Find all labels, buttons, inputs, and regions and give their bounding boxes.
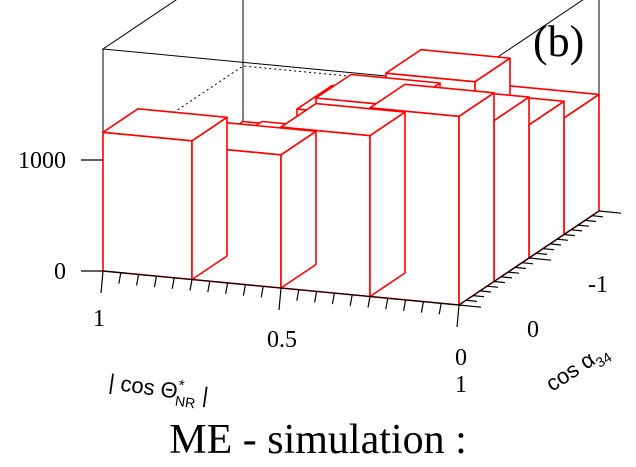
y-tick [535,252,548,255]
y-tick-label-1: 1 [455,372,467,398]
x-tick [314,291,318,303]
bar-right-face [280,130,317,289]
x-axis-label: | cos Θ*NR | [107,367,211,413]
bar-right-face [563,93,600,236]
x-tick [349,294,353,306]
x-tick [367,296,371,308]
y-tick [563,233,576,237]
x-tick [296,289,300,301]
bar-right-face [493,96,530,283]
bar-top-face [369,83,495,118]
y-tick [465,299,478,302]
y-tick [528,257,552,261]
bar-top-face [280,102,406,137]
y-tick [493,280,506,284]
y-tick [577,224,590,227]
y-tick [479,290,492,293]
x-tick [385,298,389,310]
x-tick [420,301,424,313]
bars [102,48,600,306]
y-tick-label-minus-1: -1 [588,272,608,298]
y-tick [472,295,485,298]
x-tick [456,304,460,328]
y-tick [514,266,527,270]
y-tick [598,210,622,214]
y-tick [556,238,569,241]
y-tick [549,243,562,246]
x-tick [331,292,335,305]
bar-right-face [369,111,406,298]
z-tick-label-1000: 1000 [18,148,66,174]
x-tick [260,286,264,298]
bar-right-face [458,92,495,306]
axes [81,159,622,328]
bar-0-0 [102,108,228,281]
y-tick [507,271,520,274]
x-axis-label-sub: NR [174,393,196,412]
z-tick-label-0: 0 [54,259,66,285]
x-axis-label-suffix: | [195,381,210,407]
y-axis-label-sub: 34 [593,349,615,371]
frame-top [101,0,584,84]
bar-top-face [385,48,511,83]
x-tick [171,277,175,289]
y-tick [542,248,555,251]
y-tick [584,219,597,223]
y-axis-label-main: cos α [541,346,599,396]
bar-right-face [191,116,228,281]
x-tick [225,282,229,295]
bar-front-face [102,131,193,281]
y-tick [500,276,513,279]
x-tick-label-0-5: 0.5 [267,327,297,353]
x-tick [118,272,122,284]
x-tick [438,303,442,315]
caption: ME - simulation : [169,417,467,463]
x-tick [153,275,157,288]
y-tick [570,229,583,232]
y-tick-label-0: 0 [527,317,539,343]
y-tick [521,262,534,265]
x-tick [189,279,193,291]
x-tick [278,287,282,311]
x-tick [207,281,211,293]
y-axis-label: cos α34 [541,338,615,400]
bar-top-face [102,108,228,142]
x-tick [136,274,140,286]
x-tick [242,284,246,296]
x-tick [403,299,407,312]
y-tick [486,285,499,288]
x-tick-label-0: 0 [455,345,467,371]
y-tick [458,304,482,308]
x-tick [100,270,104,294]
y-tick [591,215,604,218]
x-tick-label-1: 1 [93,306,105,332]
bar-right-face [528,100,565,259]
x-axis-label-prefix: | cos Θ [107,369,179,403]
panel-label: (b) [533,17,584,66]
x-axis-label-sup: * [177,377,185,395]
